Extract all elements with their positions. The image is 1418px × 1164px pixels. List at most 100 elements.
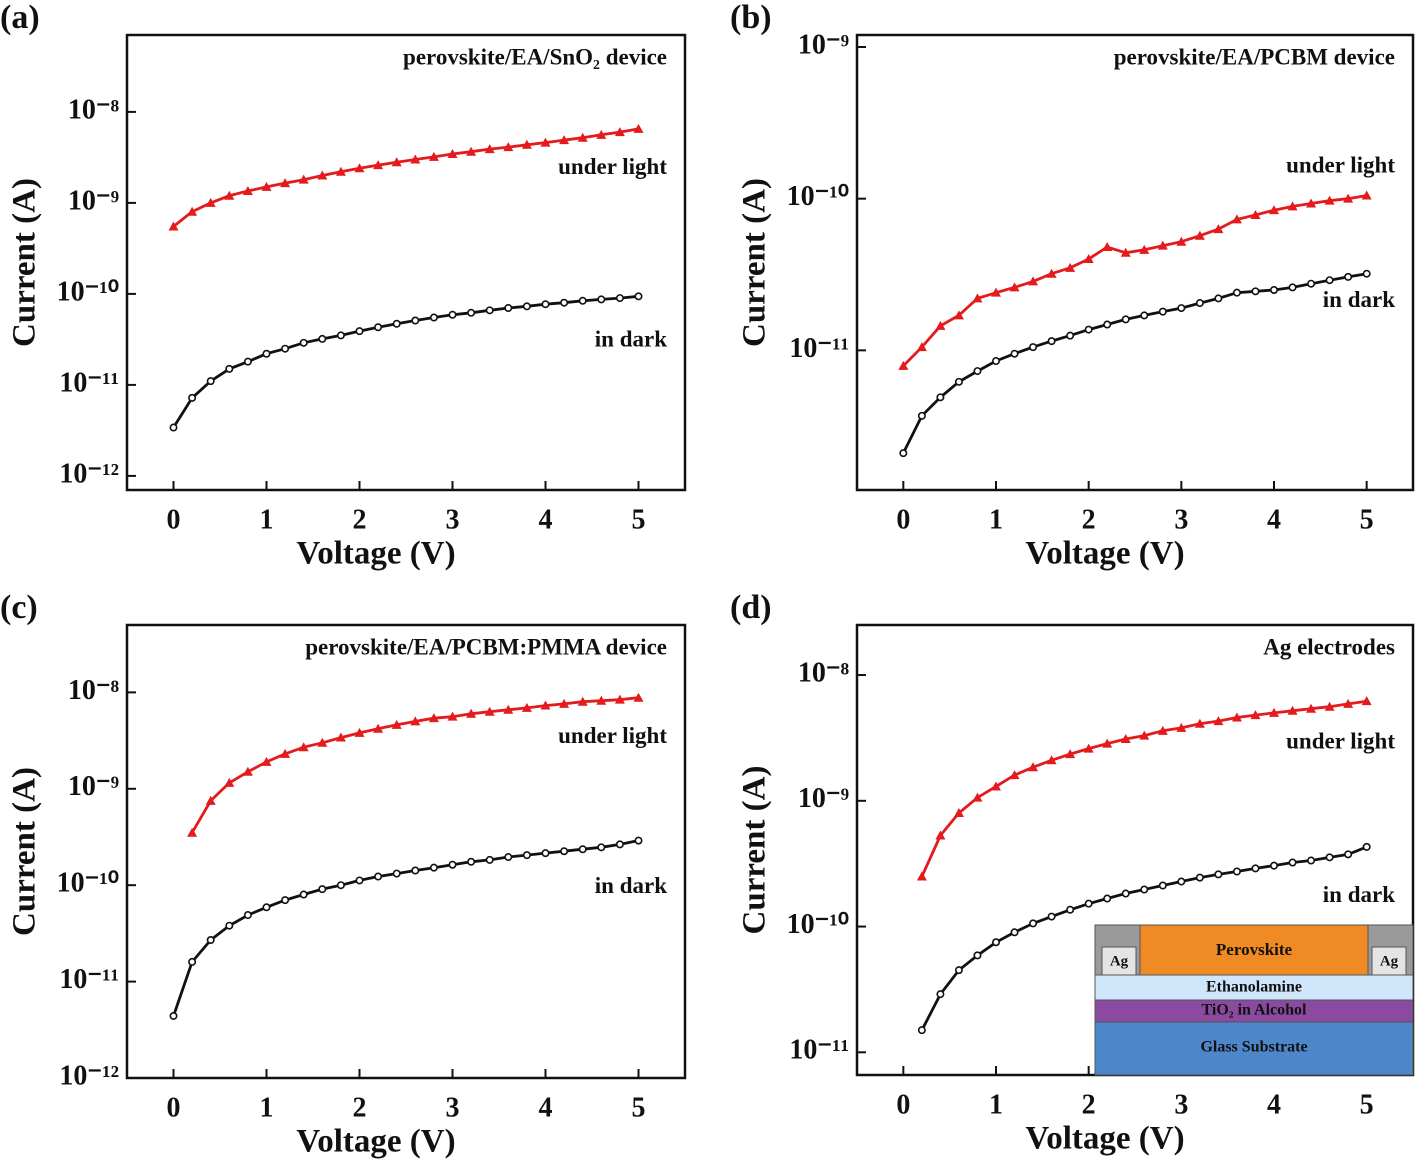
triangle-marker <box>373 160 384 170</box>
y-tick-label: 10⁻⁸ <box>68 94 119 125</box>
triangle-marker <box>1250 710 1261 720</box>
triangle-marker <box>633 123 644 133</box>
triangle-marker <box>1176 236 1187 246</box>
panel-label: (d) <box>730 589 772 626</box>
triangle-marker <box>1324 195 1335 205</box>
circle-marker <box>578 845 587 854</box>
circle-marker <box>504 853 513 862</box>
circle-marker <box>1010 349 1019 358</box>
triangle-marker <box>1176 722 1187 732</box>
panel-title: perovskite/EA/PCBM device <box>1114 44 1395 69</box>
circle-marker <box>355 327 364 336</box>
circle-marker <box>954 377 963 386</box>
triangle-marker <box>242 186 253 196</box>
triangle-marker <box>428 151 439 161</box>
circle-marker <box>634 292 643 301</box>
circle-marker <box>448 310 457 319</box>
ethanolamine-layer <box>1094 974 1414 1001</box>
triangle-marker <box>916 871 927 881</box>
triangle-marker <box>559 135 570 145</box>
x-tick-label: 2 <box>353 504 367 535</box>
triangle-marker <box>224 777 235 787</box>
series-line <box>902 194 1367 367</box>
circle-marker <box>448 860 457 869</box>
triangle-marker <box>1343 698 1354 708</box>
triangle-marker <box>1324 701 1335 711</box>
circle-marker <box>374 872 383 881</box>
triangle-marker <box>1139 730 1150 740</box>
series-annotation: under light <box>558 723 667 748</box>
circle-marker <box>597 843 606 852</box>
y-tick-label: 10⁻⁸ <box>798 657 849 688</box>
circle-marker <box>541 300 550 309</box>
y-tick-label: 10⁻¹¹ <box>59 964 119 995</box>
circle-marker <box>299 890 308 899</box>
circle-marker <box>634 836 643 845</box>
triangle-marker <box>1361 190 1372 200</box>
panel-label: (b) <box>730 0 772 36</box>
triangle-marker <box>410 154 421 164</box>
triangle-marker <box>1083 254 1094 264</box>
triangle-marker <box>935 830 946 840</box>
triangle-marker <box>935 320 946 330</box>
triangle-marker <box>898 360 909 370</box>
triangle-marker <box>466 146 477 156</box>
triangle-marker <box>953 310 964 320</box>
triangle-marker <box>335 732 346 742</box>
triangle-marker <box>1102 738 1113 748</box>
series-line <box>172 839 639 1017</box>
circle-marker <box>467 308 476 317</box>
triangle-marker <box>1306 198 1317 208</box>
x-axis-title: Voltage (V) <box>296 1124 455 1160</box>
y-tick-label: 10⁻¹⁰ <box>57 868 119 899</box>
triangle-marker <box>298 742 309 752</box>
circle-marker <box>1195 873 1204 882</box>
circle-marker <box>1010 928 1019 937</box>
triangle-marker <box>540 137 551 147</box>
triangle-marker <box>1009 770 1020 780</box>
triangle-marker <box>1250 210 1261 220</box>
circle-marker <box>1270 285 1279 294</box>
x-tick-label: 2 <box>1082 504 1096 535</box>
circle-marker <box>1325 853 1334 862</box>
triangle-marker <box>1028 762 1039 772</box>
circle-marker <box>541 849 550 858</box>
panel-title: perovskite/EA/PCBM:PMMA device <box>305 634 667 659</box>
circle-marker <box>1232 288 1241 297</box>
triangle-marker <box>1102 242 1113 252</box>
circle-marker <box>374 323 383 332</box>
triangle-marker <box>503 142 514 152</box>
triangle-marker <box>1194 230 1205 240</box>
inset-label: TiO₂ in Alcohol <box>1202 1002 1308 1019</box>
x-axis-title: Voltage (V) <box>296 536 455 572</box>
y-tick-label: 10⁻⁹ <box>798 29 849 60</box>
circle-marker <box>262 349 271 358</box>
y-tick-label: 10⁻¹⁰ <box>787 909 849 940</box>
series-annotation: in dark <box>595 873 667 898</box>
circle-marker <box>917 1026 926 1035</box>
circle-marker <box>1177 877 1186 886</box>
triangle-marker <box>972 792 983 802</box>
circle-marker <box>973 951 982 960</box>
triangle-marker <box>614 694 625 704</box>
triangle-marker <box>261 756 272 766</box>
circle-marker <box>560 298 569 307</box>
circle-marker <box>225 921 234 930</box>
panel-title: Ag electrodes <box>1263 634 1395 659</box>
triangle-marker <box>1361 696 1372 706</box>
circle-marker <box>336 331 345 340</box>
x-tick-label: 5 <box>1360 1089 1374 1120</box>
triangle-marker <box>953 807 964 817</box>
circle-marker <box>1158 307 1167 316</box>
x-tick-label: 0 <box>896 1089 910 1120</box>
circle-marker <box>1140 311 1149 320</box>
triangle-marker <box>596 695 607 705</box>
triangle-marker <box>577 696 588 706</box>
triangle-marker <box>540 700 551 710</box>
x-tick-label: 4 <box>539 504 553 535</box>
triangle-marker <box>391 719 402 729</box>
triangle-marker <box>596 129 607 139</box>
circle-marker <box>991 357 1000 366</box>
circle-marker <box>991 938 1000 947</box>
circle-marker <box>1288 283 1297 292</box>
